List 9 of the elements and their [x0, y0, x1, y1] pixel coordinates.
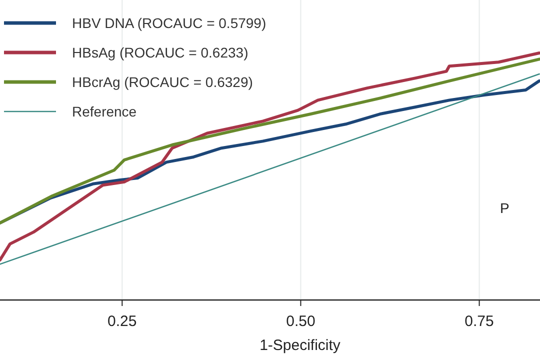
- annotation: P: [500, 200, 510, 216]
- legend-label: Reference: [72, 104, 137, 120]
- legend-label: HBcrAg (ROCAUC = 0.6329): [72, 74, 253, 90]
- legend-label: HBsAg (ROCAUC = 0.6233): [72, 44, 248, 60]
- x-tick-label: 0.75: [464, 313, 494, 330]
- x-tick-label: 0.50: [286, 313, 316, 330]
- x-axis-title: 1-Specificity: [260, 337, 341, 354]
- x-tick-label: 0.25: [108, 313, 137, 330]
- legend-label: HBV DNA (ROCAUC = 0.5799): [72, 15, 266, 31]
